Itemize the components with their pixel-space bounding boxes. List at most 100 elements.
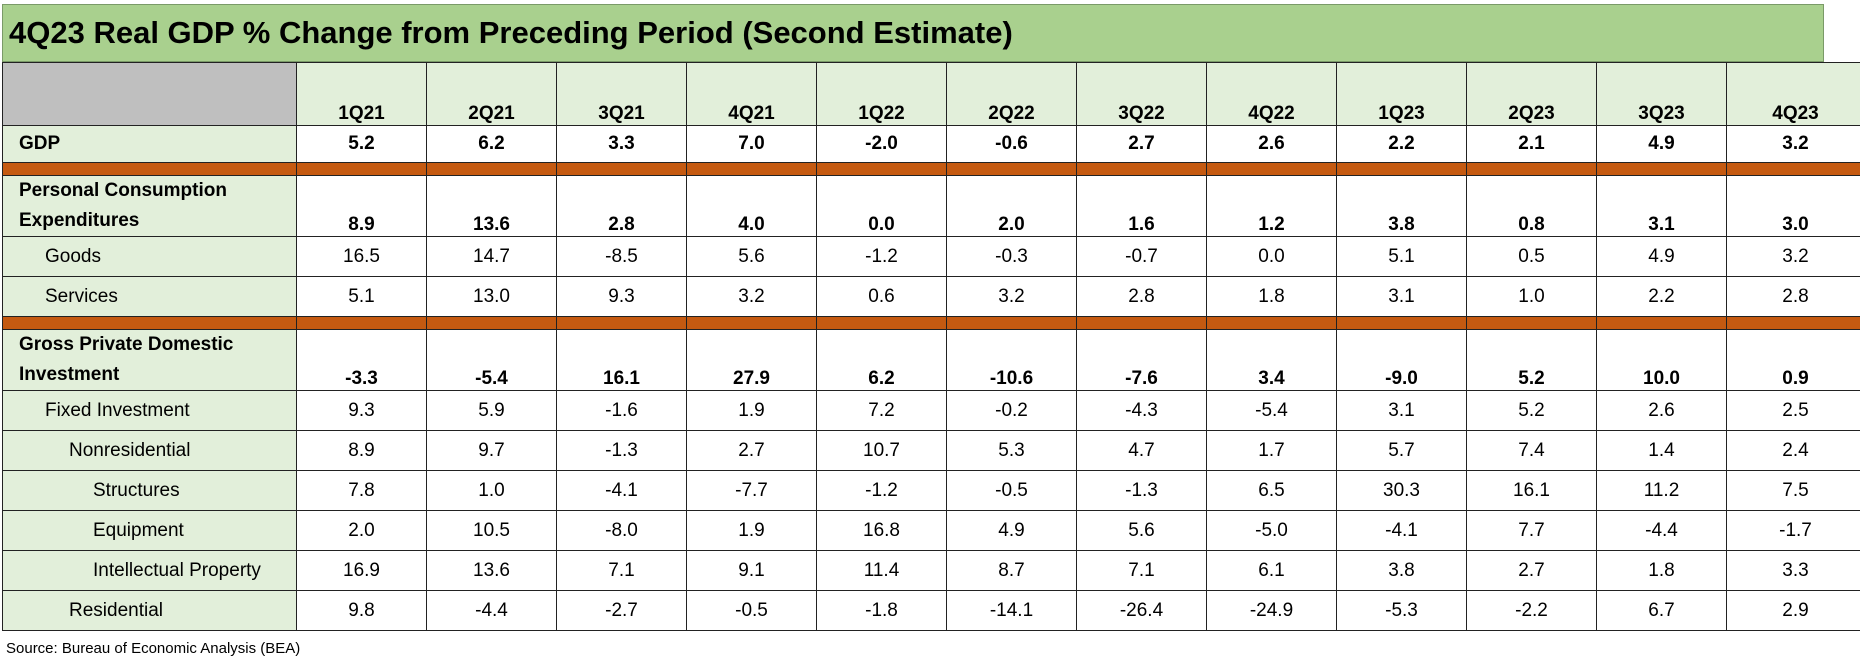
value-cell: -9.0 (1336, 329, 1467, 391)
value-cell: 2.6 (1596, 390, 1727, 431)
value-cell: 2.8 (1076, 276, 1207, 317)
column-header-1Q23: 1Q23 (1336, 62, 1467, 126)
separator-cell (1336, 316, 1467, 330)
separator-cell (1726, 316, 1860, 330)
value-cell: -1.7 (1726, 510, 1860, 551)
separator-cell (1466, 316, 1597, 330)
value-cell: 3.8 (1336, 175, 1467, 237)
value-cell: 5.1 (296, 276, 427, 317)
value-cell: 1.0 (1466, 276, 1597, 317)
row-residential: Residential 9.8 -4.4 -2.7 -0.5 -1.8 -14.1 -26.4… (2, 590, 1860, 631)
value-cell: 27.9 (686, 329, 817, 391)
value-cell: 9.3 (296, 390, 427, 431)
value-cell: -0.7 (1076, 236, 1207, 277)
value-cell: 5.7 (1336, 430, 1467, 471)
value-cell: 2.1 (1466, 125, 1597, 163)
value-cell: 3.3 (1726, 550, 1860, 591)
value-cell: 1.9 (686, 510, 817, 551)
value-cell: -4.1 (1336, 510, 1467, 551)
row-label: Goods (2, 236, 297, 277)
value-cell: 30.3 (1336, 470, 1467, 511)
value-cell: 16.1 (556, 329, 687, 391)
separator-cell (1336, 162, 1467, 176)
value-cell: 1.4 (1596, 430, 1727, 471)
value-cell: 8.9 (296, 175, 427, 237)
column-header-2Q23: 2Q23 (1466, 62, 1597, 126)
separator-cell (816, 316, 947, 330)
separator-cell (556, 162, 687, 176)
value-cell: 9.7 (426, 430, 557, 471)
value-cell: -0.3 (946, 236, 1077, 277)
value-cell: 2.2 (1336, 125, 1467, 163)
value-cell: 0.8 (1466, 175, 1597, 237)
value-cell: 6.2 (816, 329, 947, 391)
separator-cell (426, 316, 557, 330)
column-header-4Q22: 4Q22 (1206, 62, 1337, 126)
row-label-gdp: GDP (2, 125, 297, 163)
value-cell: -2.0 (816, 125, 947, 163)
value-cell: 7.0 (686, 125, 817, 163)
row-equipment: Equipment 2.0 10.5 -8.0 1.9 16.8 4.9 5.6 -5.0 -4.… (2, 510, 1860, 551)
label-line: Expenditures (19, 210, 140, 231)
value-cell: -4.4 (426, 590, 557, 631)
header-row: 1Q21 2Q21 3Q21 4Q21 1Q22 2Q22 3Q22 4Q22 1Q23 2Q23… (2, 62, 1860, 126)
separator-cell (1076, 162, 1207, 176)
value-cell: -7.7 (686, 470, 817, 511)
value-cell: 1.7 (1206, 430, 1337, 471)
value-cell: 2.6 (1206, 125, 1337, 163)
value-cell: -1.8 (816, 590, 947, 631)
value-cell: 4.9 (1596, 236, 1727, 277)
value-cell: 2.0 (296, 510, 427, 551)
value-cell: 11.4 (816, 550, 947, 591)
value-cell: -24.9 (1206, 590, 1337, 631)
value-cell: 7.4 (1466, 430, 1597, 471)
value-cell: 3.1 (1336, 390, 1467, 431)
separator-cell (1206, 316, 1337, 330)
value-cell: 2.4 (1726, 430, 1860, 471)
value-cell: 7.7 (1466, 510, 1597, 551)
column-header-4Q21: 4Q21 (686, 62, 817, 126)
value-cell: 2.0 (946, 175, 1077, 237)
value-cell: -26.4 (1076, 590, 1207, 631)
value-cell: 6.2 (426, 125, 557, 163)
value-cell: -5.4 (426, 329, 557, 391)
row-label: Nonresidential (2, 430, 297, 471)
value-cell: 16.9 (296, 550, 427, 591)
column-header-1Q22: 1Q22 (816, 62, 947, 126)
value-cell: 1.6 (1076, 175, 1207, 237)
header-corner-cell (2, 62, 297, 126)
value-cell: 1.9 (686, 390, 817, 431)
value-cell: 7.8 (296, 470, 427, 511)
value-cell: -8.0 (556, 510, 687, 551)
value-cell: 6.5 (1206, 470, 1337, 511)
value-cell: 6.1 (1206, 550, 1337, 591)
row-label: Residential (2, 590, 297, 631)
value-cell: 1.0 (426, 470, 557, 511)
separator-row (2, 316, 1860, 330)
separator-cell (1596, 162, 1727, 176)
row-label: Services (2, 276, 297, 317)
row-fixed-investment: Fixed Investment 9.3 5.9 -1.6 1.9 7.2 -0.2 -4.3… (2, 390, 1860, 431)
value-cell: -4.4 (1596, 510, 1727, 551)
separator-cell (1076, 316, 1207, 330)
separator-cell (1596, 316, 1727, 330)
value-cell: 4.7 (1076, 430, 1207, 471)
separator-cell (296, 162, 427, 176)
value-cell: 7.1 (556, 550, 687, 591)
value-cell: 2.2 (1596, 276, 1727, 317)
separator-cell (1206, 162, 1337, 176)
separator-cell (946, 162, 1077, 176)
value-cell: 10.7 (816, 430, 947, 471)
row-label: Equipment (2, 510, 297, 551)
value-cell: 16.5 (296, 236, 427, 277)
value-cell: 2.5 (1726, 390, 1860, 431)
gdp-change-table: 1Q21 2Q21 3Q21 4Q21 1Q22 2Q22 3Q22 4Q22 1Q23 2Q23… (2, 62, 1860, 631)
value-cell: 2.8 (1726, 276, 1860, 317)
value-cell: 3.4 (1206, 329, 1337, 391)
value-cell: 13.6 (426, 550, 557, 591)
row-nonresidential: Nonresidential 8.9 9.7 -1.3 2.7 10.7 5.3 4.7 1.7… (2, 430, 1860, 471)
separator-cell (2, 316, 297, 330)
value-cell: 2.7 (1076, 125, 1207, 163)
value-cell: 10.0 (1596, 329, 1727, 391)
